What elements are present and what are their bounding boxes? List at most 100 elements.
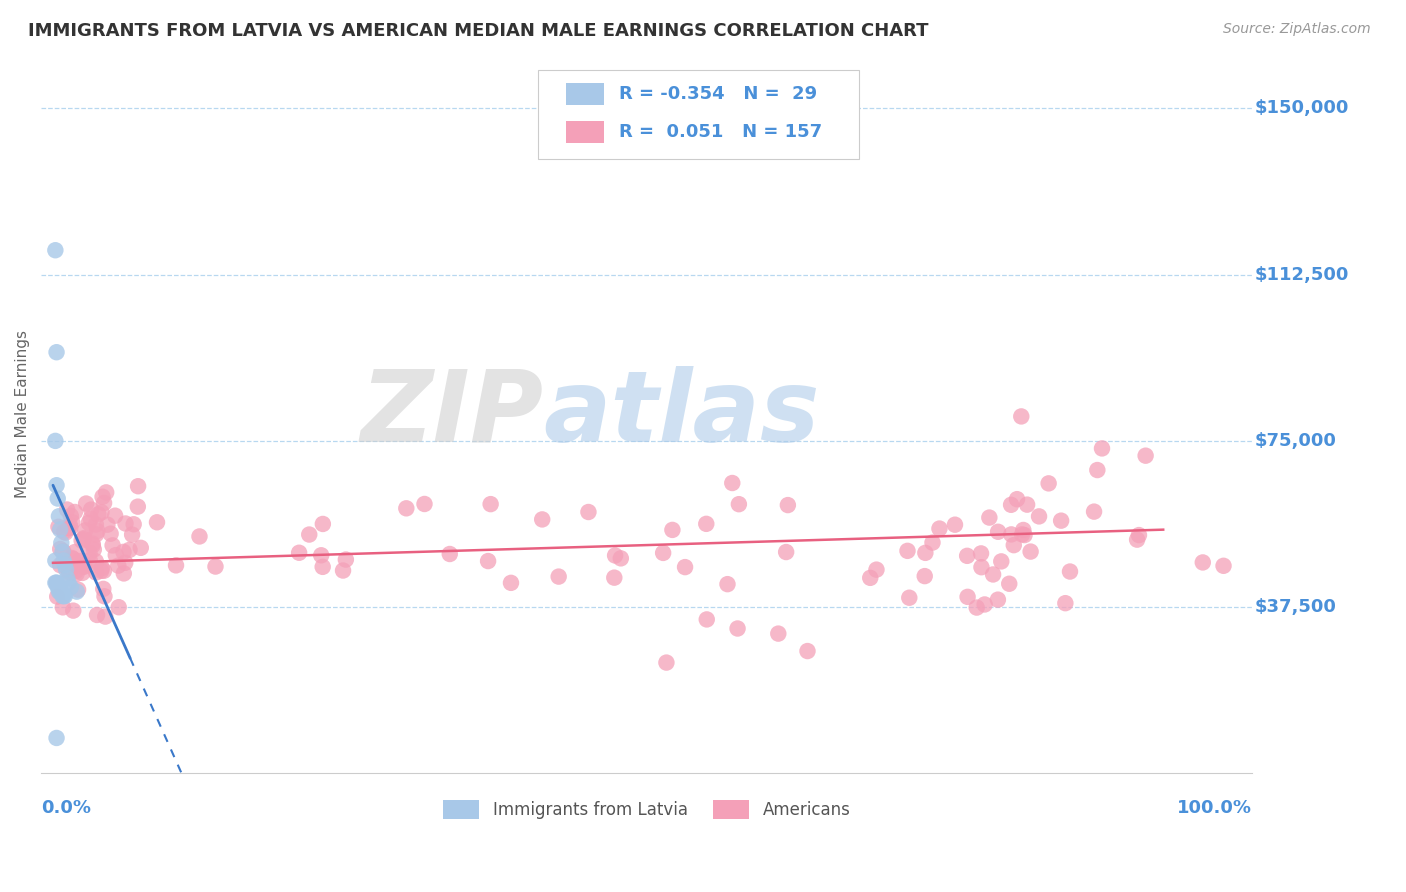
Point — [73, 531, 96, 545]
Point — [914, 569, 936, 583]
Point — [956, 549, 979, 563]
Point — [943, 517, 966, 532]
Point — [48, 520, 70, 534]
Point — [58, 564, 80, 578]
Point — [59, 508, 82, 523]
FancyBboxPatch shape — [537, 70, 859, 160]
Point — [898, 591, 921, 605]
Point — [1212, 558, 1234, 573]
Point — [52, 553, 75, 567]
Point — [1191, 556, 1213, 570]
Point — [603, 549, 626, 563]
Point — [53, 525, 76, 540]
Text: $112,500: $112,500 — [1254, 266, 1350, 284]
Point — [603, 571, 626, 585]
Point — [65, 566, 87, 581]
Point — [65, 564, 87, 578]
Point — [1005, 492, 1028, 507]
Point — [101, 538, 124, 552]
Point — [45, 575, 67, 590]
Point — [90, 561, 112, 575]
Point — [188, 529, 211, 543]
Point — [104, 508, 127, 523]
Point — [52, 589, 75, 603]
Point — [721, 475, 744, 490]
Point — [1010, 409, 1032, 424]
Point — [335, 552, 357, 566]
Text: atlas: atlas — [544, 366, 820, 463]
Point — [1050, 514, 1073, 528]
Point — [84, 554, 107, 568]
Point — [91, 582, 114, 596]
Point — [49, 584, 72, 599]
Point — [114, 516, 136, 531]
Point — [129, 541, 152, 555]
Point — [51, 589, 73, 603]
Text: $75,000: $75,000 — [1254, 432, 1337, 450]
Point — [531, 512, 554, 526]
Y-axis label: Median Male Earnings: Median Male Earnings — [15, 330, 30, 499]
Point — [1083, 505, 1105, 519]
Point — [48, 509, 70, 524]
Point — [93, 496, 115, 510]
Point — [70, 533, 93, 548]
Point — [696, 612, 718, 626]
Point — [956, 590, 979, 604]
Point — [970, 546, 993, 560]
Point — [122, 517, 145, 532]
Point — [312, 559, 335, 574]
Point — [107, 600, 129, 615]
Point — [112, 566, 135, 581]
Point — [104, 548, 127, 562]
Point — [1091, 442, 1114, 456]
Point — [73, 559, 96, 574]
Point — [796, 644, 818, 658]
Point — [1128, 528, 1150, 542]
Point — [56, 502, 79, 516]
Point — [82, 538, 104, 552]
Point — [547, 569, 569, 583]
Text: R = -0.354   N =  29: R = -0.354 N = 29 — [619, 85, 817, 103]
Point — [127, 500, 149, 514]
Point — [72, 566, 94, 580]
Point — [673, 560, 696, 574]
Point — [1126, 533, 1149, 547]
Point — [921, 535, 943, 549]
Point — [53, 524, 76, 539]
Point — [86, 524, 108, 538]
Text: 100.0%: 100.0% — [1177, 799, 1253, 817]
Point — [775, 545, 797, 559]
Point — [48, 580, 70, 594]
Point — [165, 558, 187, 573]
Point — [51, 536, 73, 550]
Point — [49, 541, 72, 556]
Point — [661, 523, 683, 537]
Point — [439, 547, 461, 561]
Point — [395, 501, 418, 516]
Point — [45, 575, 67, 590]
Point — [716, 577, 738, 591]
Point — [987, 524, 1010, 539]
Point — [121, 527, 143, 541]
Point — [578, 505, 600, 519]
Point — [987, 592, 1010, 607]
Point — [62, 604, 84, 618]
Point — [652, 546, 675, 560]
Point — [332, 564, 354, 578]
Point — [928, 522, 950, 536]
Point — [1059, 565, 1081, 579]
Point — [998, 576, 1021, 591]
Point — [1028, 509, 1050, 524]
Point — [52, 544, 75, 558]
Point — [66, 584, 89, 599]
Point — [610, 551, 633, 566]
Point — [1014, 528, 1036, 542]
Point — [970, 560, 993, 574]
Point — [84, 517, 107, 532]
Point — [44, 575, 66, 590]
Point — [146, 516, 169, 530]
Point — [499, 575, 522, 590]
Text: $150,000: $150,000 — [1254, 99, 1350, 118]
Point — [1054, 596, 1077, 610]
Point — [127, 479, 149, 493]
